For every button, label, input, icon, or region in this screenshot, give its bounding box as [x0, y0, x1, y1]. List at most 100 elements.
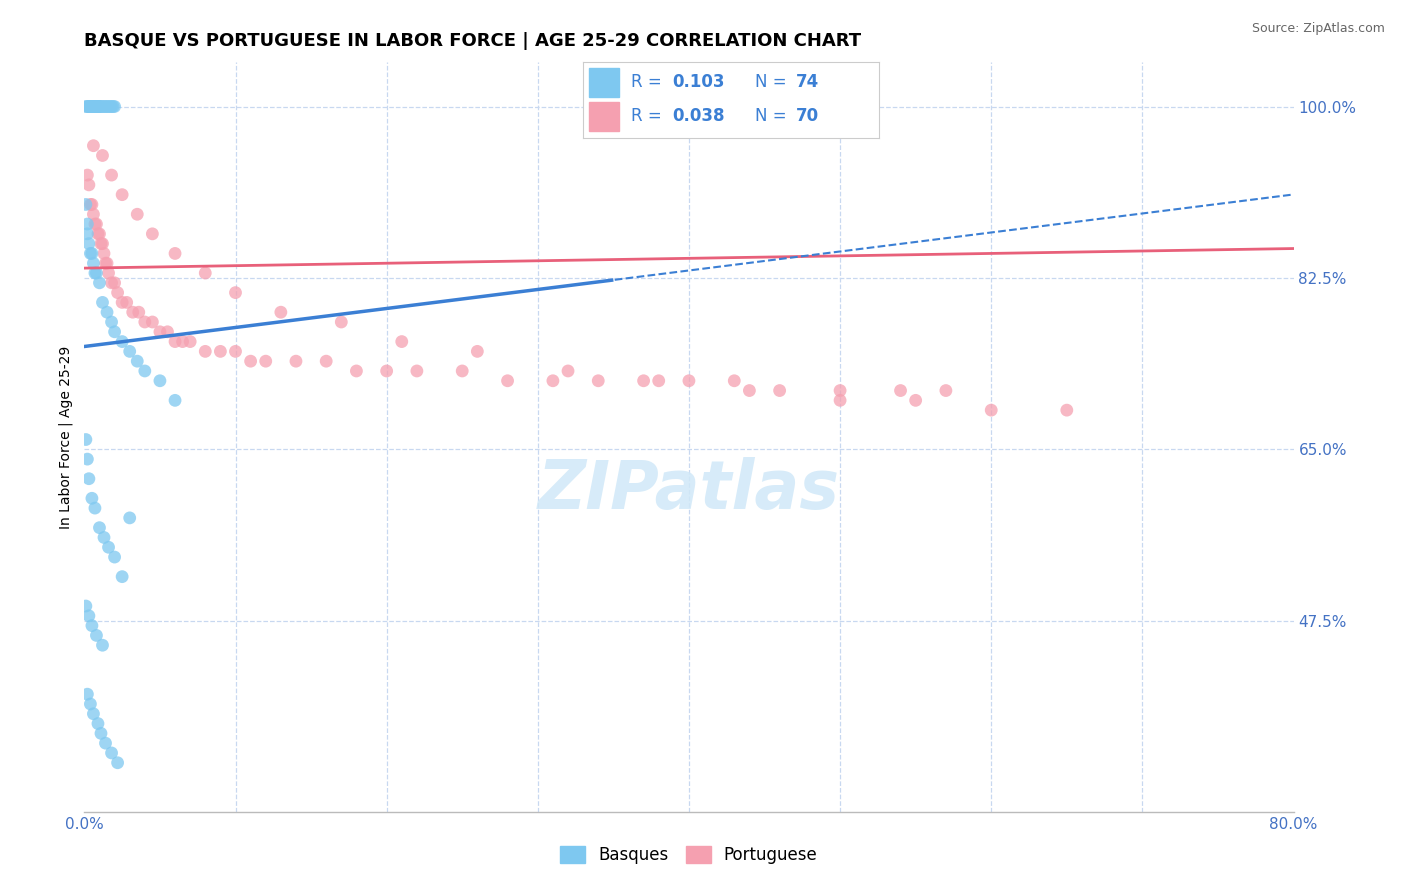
Point: [165, 334, 187, 349]
Point: [121, 305, 143, 319]
Text: N =: N =: [755, 107, 792, 125]
Point: [90, 99, 112, 113]
Text: R =: R =: [631, 107, 666, 125]
Point: [77, 608, 100, 623]
Text: 74: 74: [796, 73, 820, 91]
Point: [86, 628, 108, 642]
Point: [179, 334, 201, 349]
Point: [100, 168, 122, 182]
Point: [77, 236, 100, 251]
Point: [75, 99, 97, 113]
Text: R =: R =: [631, 73, 666, 91]
Legend: Basques, Portuguese: Basques, Portuguese: [554, 839, 824, 871]
Point: [285, 354, 308, 368]
Point: [588, 374, 610, 388]
Point: [76, 227, 98, 241]
Point: [91, 295, 114, 310]
Point: [467, 344, 489, 359]
Point: [100, 276, 122, 290]
Point: [91, 236, 114, 251]
Point: [93, 246, 115, 260]
Point: [111, 187, 134, 202]
Point: [87, 99, 110, 113]
Point: [330, 315, 353, 329]
Point: [75, 197, 97, 211]
Point: [87, 227, 110, 241]
Point: [87, 716, 110, 731]
Point: [87, 99, 110, 113]
Point: [769, 384, 792, 398]
Point: [80, 99, 103, 113]
Point: [91, 148, 114, 162]
Point: [86, 99, 108, 113]
Point: [375, 364, 398, 378]
Point: [648, 374, 671, 388]
Point: [80, 99, 103, 113]
Point: [80, 491, 103, 506]
Point: [406, 364, 429, 378]
Point: [1056, 403, 1078, 417]
Point: [134, 364, 156, 378]
Point: [80, 246, 103, 260]
Point: [76, 217, 98, 231]
Text: 70: 70: [796, 107, 820, 125]
Point: [104, 99, 127, 113]
Point: [118, 511, 141, 525]
Point: [79, 99, 101, 113]
Point: [82, 99, 104, 113]
Point: [225, 344, 247, 359]
Point: [97, 99, 120, 113]
Point: [77, 472, 100, 486]
Point: [738, 384, 761, 398]
Point: [76, 687, 98, 701]
Point: [225, 285, 247, 300]
Point: [118, 344, 141, 359]
Point: [115, 295, 138, 310]
Point: [90, 236, 112, 251]
Point: [391, 334, 413, 349]
Point: [89, 227, 111, 241]
Point: [93, 99, 115, 113]
Bar: [589, 68, 619, 96]
Point: [890, 384, 912, 398]
Point: [209, 344, 232, 359]
Point: [82, 207, 104, 221]
Point: [77, 178, 100, 192]
Point: [97, 266, 120, 280]
Point: [77, 99, 100, 113]
Y-axis label: In Labor Force | Age 25-29: In Labor Force | Age 25-29: [59, 345, 73, 529]
Point: [172, 334, 194, 349]
Point: [127, 207, 149, 221]
Point: [270, 305, 292, 319]
Point: [94, 99, 117, 113]
Point: [98, 99, 121, 113]
Point: [94, 736, 117, 750]
Point: [904, 393, 927, 408]
Point: [104, 325, 127, 339]
Point: [141, 315, 163, 329]
Point: [107, 285, 129, 300]
Point: [194, 344, 217, 359]
Point: [254, 354, 277, 368]
Point: [134, 315, 156, 329]
Point: [79, 246, 101, 260]
Point: [97, 541, 120, 555]
Point: [111, 295, 134, 310]
Point: [89, 99, 111, 113]
Point: [90, 726, 112, 740]
Point: [91, 99, 114, 113]
Point: [84, 99, 107, 113]
Point: [80, 618, 103, 632]
Point: [79, 99, 101, 113]
Point: [239, 354, 262, 368]
Text: ZIPatlas: ZIPatlas: [538, 457, 839, 523]
Point: [84, 99, 107, 113]
Bar: [589, 102, 619, 130]
Point: [96, 99, 118, 113]
Point: [165, 393, 187, 408]
Point: [91, 638, 114, 652]
Point: [557, 364, 579, 378]
Point: [678, 374, 700, 388]
Point: [93, 531, 115, 545]
Point: [111, 334, 134, 349]
